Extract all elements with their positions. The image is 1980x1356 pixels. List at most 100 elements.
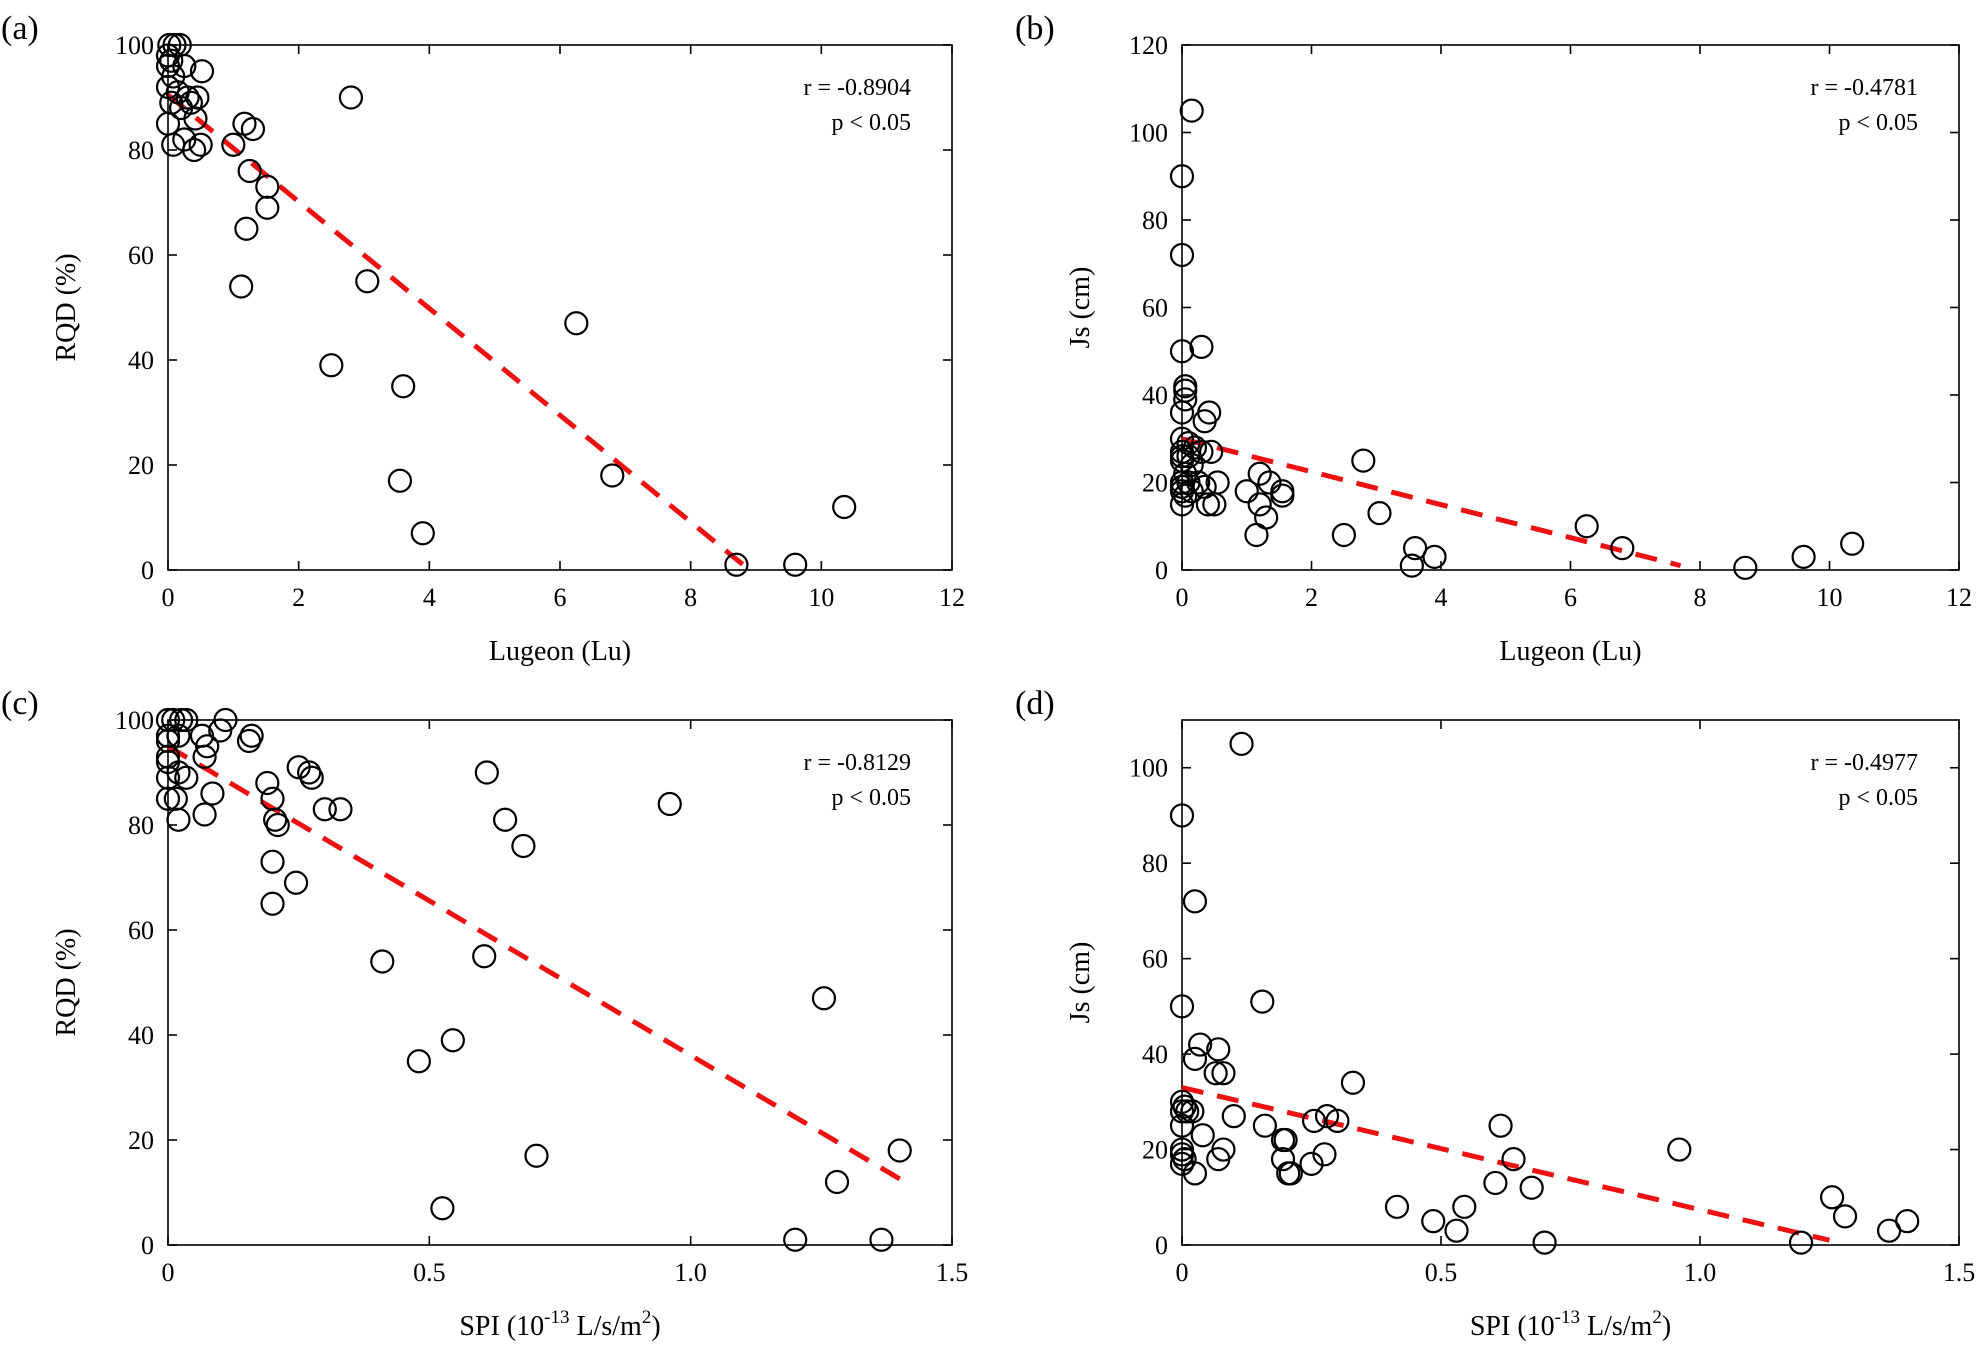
significance-p-label: p < 0.05 <box>831 110 911 136</box>
data-point <box>1169 479 1195 504</box>
data-point <box>1247 461 1272 486</box>
correlation-r-label: r = -0.8904 <box>803 75 911 101</box>
data-point <box>1610 536 1635 561</box>
data-point <box>1574 514 1599 539</box>
data-point <box>1182 1046 1208 1071</box>
x-tick-label: 10 <box>1817 583 1843 612</box>
data-point <box>1189 334 1214 359</box>
data-point <box>1182 1161 1208 1186</box>
data-point <box>174 707 199 733</box>
data-point <box>832 494 857 520</box>
data-point <box>1199 439 1224 464</box>
data-point <box>1197 400 1222 425</box>
panel-c: (c) 0 0.5 1.0 1.5 0 20 40 60 80 100 SPI (10-13 L/s/… <box>1 685 968 1342</box>
data-point <box>1452 1194 1477 1219</box>
data-point <box>1169 400 1195 425</box>
data-point <box>1179 98 1204 123</box>
plot-frame <box>1181 719 1960 1246</box>
x-axis-title-superscript: 2 <box>642 1307 652 1328</box>
data-point <box>236 728 262 754</box>
y-tick-label: 40 <box>1142 381 1168 410</box>
y-tick-label: 0 <box>141 556 154 585</box>
x-axis-title-text: SPI (10 <box>1470 1311 1555 1342</box>
data-point <box>1169 1142 1195 1167</box>
y-tick-label: 80 <box>1142 849 1168 878</box>
x-tick-label: 0 <box>162 1258 175 1287</box>
data-point <box>1190 1123 1215 1148</box>
y-tick-label: 60 <box>128 916 154 945</box>
data-point <box>1270 1146 1296 1172</box>
data-point <box>355 269 380 294</box>
y-axis-title: Js (cm) <box>1065 942 1096 1024</box>
data-point <box>192 802 217 827</box>
data-point <box>410 521 435 546</box>
x-axis-title-text: L/s/m <box>1580 1311 1653 1342</box>
x-tick-label: 6 <box>1564 583 1577 612</box>
data-point <box>255 195 280 220</box>
x-tick-label: 1.0 <box>1684 1258 1717 1287</box>
x-axis-title: SPI (10-13 L/s/m2) <box>459 1307 660 1342</box>
data-point <box>406 1049 431 1074</box>
data-point <box>1211 1061 1236 1086</box>
data-point <box>1444 1218 1469 1243</box>
data-point <box>229 274 254 299</box>
data-point <box>824 1169 850 1195</box>
data-point <box>312 797 337 822</box>
x-axis-title-text: SPI (10 <box>459 1311 544 1342</box>
data-point <box>1791 544 1816 569</box>
data-point <box>1247 492 1272 517</box>
x-tick-label: 12 <box>939 583 965 612</box>
data-point <box>1895 1209 1920 1234</box>
data-point <box>811 986 837 1011</box>
data-point <box>1169 994 1195 1019</box>
y-tick-label: 60 <box>1142 945 1168 974</box>
y-axis-title: RQD (%) <box>51 253 82 361</box>
data-point <box>1422 544 1447 569</box>
panel-d: (d) 0 0.5 1.0 1.5 0 20 40 60 80 100 SPI (10-13 L/s/… <box>1015 685 1975 1342</box>
y-tick-label: 0 <box>141 1231 154 1260</box>
data-point <box>472 944 497 969</box>
data-point <box>195 734 220 759</box>
panel-label: (b) <box>1015 10 1055 47</box>
x-tick-label: 4 <box>1435 583 1448 612</box>
data-point <box>328 797 353 822</box>
data-point <box>1221 1104 1246 1129</box>
data-point <box>1188 1032 1213 1057</box>
x-tick-label: 10 <box>808 583 834 612</box>
data-point <box>1402 536 1428 561</box>
data-point <box>166 807 191 832</box>
x-axis-title-text: ) <box>651 1311 660 1342</box>
data-point <box>297 760 322 785</box>
data-point <box>192 744 217 769</box>
plot-frame <box>167 719 953 1246</box>
data-point <box>869 1227 894 1252</box>
data-point <box>319 353 344 378</box>
data-point <box>1483 1170 1508 1196</box>
data-point <box>387 468 413 493</box>
data-point <box>1299 1151 1324 1176</box>
data-point <box>1203 1061 1228 1086</box>
data-point <box>783 552 808 577</box>
data-point <box>1488 1113 1513 1138</box>
x-axis-title: Lugeon (Lu) <box>1499 636 1641 667</box>
data-point <box>474 760 499 785</box>
data-point <box>1169 1113 1195 1138</box>
data-point <box>188 132 213 157</box>
y-tick-label: 100 <box>115 31 154 60</box>
data-point <box>1325 1108 1350 1134</box>
significance-p-label: p < 0.05 <box>831 785 911 811</box>
data-point <box>299 765 324 790</box>
data-point <box>657 791 682 817</box>
data-point <box>1340 1070 1366 1095</box>
y-axis-title: Js (cm) <box>1065 267 1096 349</box>
data-point <box>391 374 416 399</box>
data-point <box>1169 339 1195 364</box>
y-tick-label: 60 <box>1142 294 1168 323</box>
x-axis-title-superscript: -13 <box>1555 1307 1580 1328</box>
x-tick-label: 1.5 <box>1943 1258 1976 1287</box>
regression-line <box>1181 436 1682 569</box>
data-point <box>1257 470 1282 495</box>
x-axis-title-text: L/s/m <box>569 1311 642 1342</box>
data-point <box>234 216 259 241</box>
